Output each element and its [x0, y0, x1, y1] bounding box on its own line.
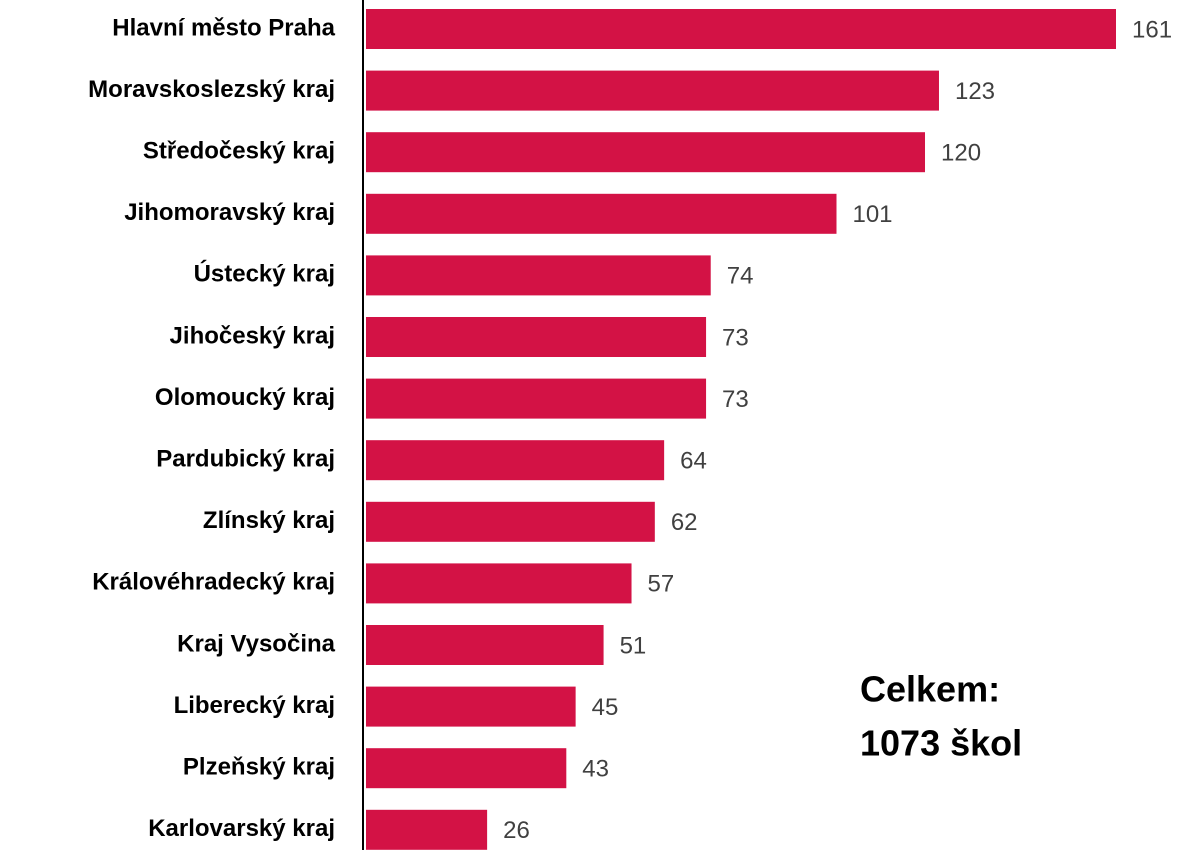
bar	[366, 255, 711, 296]
category-label: Moravskoslezský kraj	[88, 76, 335, 103]
value-label: 101	[852, 201, 892, 228]
category-label: Hlavní město Praha	[112, 14, 335, 41]
value-label: 161	[1132, 16, 1172, 43]
bar	[366, 378, 707, 419]
bar	[366, 440, 665, 481]
category-label: Ústecký kraj	[194, 260, 335, 288]
value-label: 73	[722, 324, 749, 351]
value-label: 43	[582, 756, 609, 783]
category-label: Středočeský kraj	[143, 138, 335, 165]
category-label: Karlovarský kraj	[148, 815, 335, 842]
bar	[366, 193, 837, 234]
value-label: 62	[671, 509, 698, 536]
value-label: 45	[592, 694, 619, 721]
value-label: 74	[727, 263, 754, 290]
value-label: 26	[503, 817, 530, 844]
bar	[366, 809, 488, 850]
bar	[366, 748, 567, 789]
category-label: Zlínský kraj	[203, 507, 335, 534]
category-label: Jihomoravský kraj	[124, 199, 335, 226]
value-label: 57	[648, 571, 675, 598]
value-label: 120	[941, 140, 981, 167]
bar	[366, 70, 939, 111]
value-label: 64	[680, 448, 707, 475]
bar	[366, 563, 632, 604]
category-label: Kraj Vysočina	[177, 630, 336, 657]
category-label: Plzeňský kraj	[183, 754, 335, 781]
bar	[366, 686, 576, 727]
bar	[366, 317, 707, 357]
value-label: 51	[620, 632, 647, 659]
value-label: 123	[955, 78, 995, 105]
category-label: Olomoucký kraj	[155, 384, 335, 411]
annotation: Celkem:	[860, 669, 1000, 710]
annotation: 1073 škol	[860, 723, 1022, 764]
bar	[366, 132, 926, 173]
category-label: Liberecký kraj	[174, 692, 335, 719]
bar	[366, 9, 1116, 49]
value-label: 73	[722, 386, 749, 413]
bar	[366, 625, 604, 665]
bar	[366, 501, 655, 542]
category-label: Pardubický kraj	[156, 446, 335, 473]
category-label: Jihočeský kraj	[170, 322, 335, 349]
category-label: Královéhradecký kraj	[92, 569, 335, 596]
